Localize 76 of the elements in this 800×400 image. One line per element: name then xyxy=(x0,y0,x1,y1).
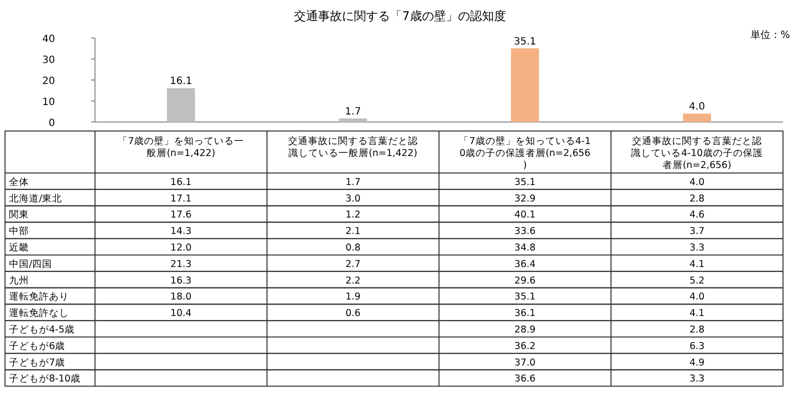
data-label: 4.0 xyxy=(689,102,705,113)
text: 1.9 xyxy=(345,292,361,303)
category-label: 中部 xyxy=(9,226,29,238)
bar xyxy=(511,48,539,122)
category-label: 子どもが4-5歳 xyxy=(9,324,75,336)
text: 4.6 xyxy=(689,210,705,221)
text: 40.1 xyxy=(514,210,536,221)
text: 4.1 xyxy=(689,308,705,320)
category-label: 北海道/東北 xyxy=(9,193,62,204)
text: 32.9 xyxy=(514,193,536,204)
text: 12.0 xyxy=(170,242,192,254)
text: 2.2 xyxy=(345,275,361,286)
x-tick-label: 「7歳の壁」を知っている4-10歳の子の保護者層(n=2,656) xyxy=(459,135,591,171)
text: 14.3 xyxy=(170,226,192,238)
x-tick-label: 交通事故に関する言葉だと認識している一般層(n=1,422) xyxy=(288,135,418,159)
text: 16.3 xyxy=(170,275,192,286)
x-tick-label: 交通事故に関する言葉だと認識している4-10歳の子の保護者層(n=2,656) xyxy=(631,135,763,171)
category-label: 子どもが7歳 xyxy=(9,357,66,368)
data-label: 16.1 xyxy=(170,76,192,88)
text: 36.1 xyxy=(514,308,536,320)
bar xyxy=(167,88,195,122)
text: 0.8 xyxy=(345,242,361,254)
text: 36.2 xyxy=(514,340,536,352)
data-label: 1.7 xyxy=(345,106,361,118)
text: 4.0 xyxy=(689,292,705,303)
category-label: 運転免許あり xyxy=(9,292,69,303)
text: 17.1 xyxy=(170,193,192,204)
category-label: 全体 xyxy=(9,176,29,188)
text: 33.6 xyxy=(514,226,536,238)
text: 21.3 xyxy=(170,258,192,270)
text: 36.4 xyxy=(514,258,536,270)
text: 4.1 xyxy=(689,258,705,270)
text: 16.1 xyxy=(170,176,192,188)
text: 2.8 xyxy=(689,193,705,204)
text: 35.1 xyxy=(514,176,536,188)
text: 4.9 xyxy=(689,357,705,368)
category-label: 子どもが8-10歳 xyxy=(9,374,81,385)
text: 28.9 xyxy=(514,324,536,336)
text: 29.6 xyxy=(514,275,536,286)
category-label: 関東 xyxy=(9,210,29,221)
text: 1.2 xyxy=(345,210,361,221)
text: 37.0 xyxy=(514,357,536,368)
text: 4.0 xyxy=(689,176,705,188)
annotation: 単位：% xyxy=(750,29,790,41)
text: 2.8 xyxy=(689,324,705,336)
text: 2.1 xyxy=(345,226,361,238)
category-label: 中国/四国 xyxy=(9,258,52,270)
category-label: 運転免許なし xyxy=(9,308,69,320)
category-label: 近畿 xyxy=(9,242,29,254)
y-tick-label: 40 xyxy=(42,34,55,45)
text: 3.3 xyxy=(689,242,705,254)
text: 3.3 xyxy=(689,374,705,385)
x-tick-label: 「7歳の壁」を知っている一般層(n=1,422) xyxy=(118,135,244,159)
text: 36.6 xyxy=(514,374,536,385)
category-label: 子どもが6歳 xyxy=(9,340,66,352)
text: 6.3 xyxy=(689,340,705,352)
category-label: 九州 xyxy=(9,275,29,286)
bar xyxy=(339,118,367,122)
text: 1.7 xyxy=(345,176,361,188)
text: 35.1 xyxy=(514,292,536,303)
text: 3.0 xyxy=(345,193,361,204)
text: 18.0 xyxy=(170,292,192,303)
y-tick-label: 30 xyxy=(42,55,55,66)
text: 34.8 xyxy=(514,242,536,254)
text: 17.6 xyxy=(170,210,192,221)
y-tick-label: 0 xyxy=(48,118,55,129)
bar xyxy=(683,114,711,122)
y-tick-label: 20 xyxy=(42,76,55,87)
y-tick-label: 10 xyxy=(42,97,55,108)
text: 10.4 xyxy=(170,308,192,320)
data-label: 35.1 xyxy=(514,36,536,48)
text: 0.6 xyxy=(345,308,361,320)
text: 5.2 xyxy=(689,275,705,286)
text: 3.7 xyxy=(689,226,705,238)
text: 2.7 xyxy=(345,258,361,270)
chart-title: 交通事故に関する「7歳の壁」の認知度 xyxy=(294,9,506,23)
